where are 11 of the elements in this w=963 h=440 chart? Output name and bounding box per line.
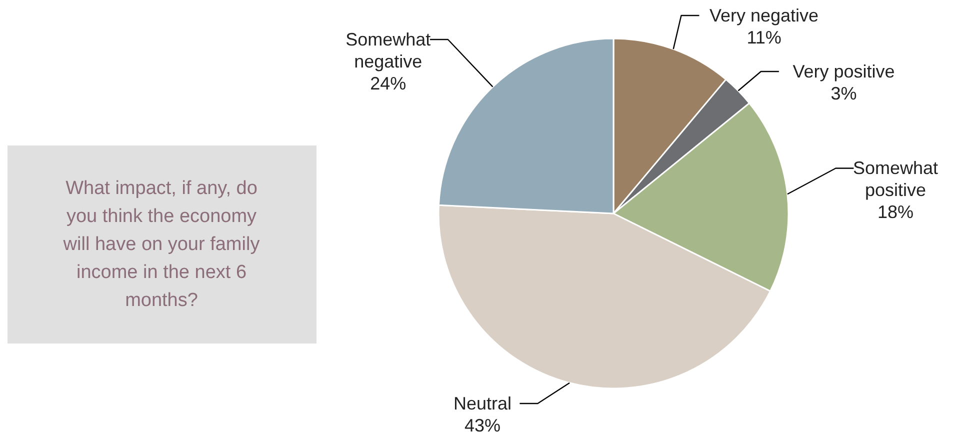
slice-label: Somewhat negative <box>346 30 431 72</box>
slice-label: Neutral <box>453 394 512 414</box>
data-label: 24% <box>370 74 406 94</box>
slice-label: Very positive <box>792 62 895 82</box>
slice-label: Very negative <box>710 6 819 26</box>
text: What impact, if any, do you think the economy will have on your family income in the next 6 months? <box>62 178 260 311</box>
data-label: 18% <box>877 202 914 222</box>
slice-label: Somewhat positive <box>852 158 938 200</box>
data-label: 11% <box>746 28 782 48</box>
data-label: 3% <box>830 84 857 104</box>
data-label: 43% <box>464 416 501 436</box>
